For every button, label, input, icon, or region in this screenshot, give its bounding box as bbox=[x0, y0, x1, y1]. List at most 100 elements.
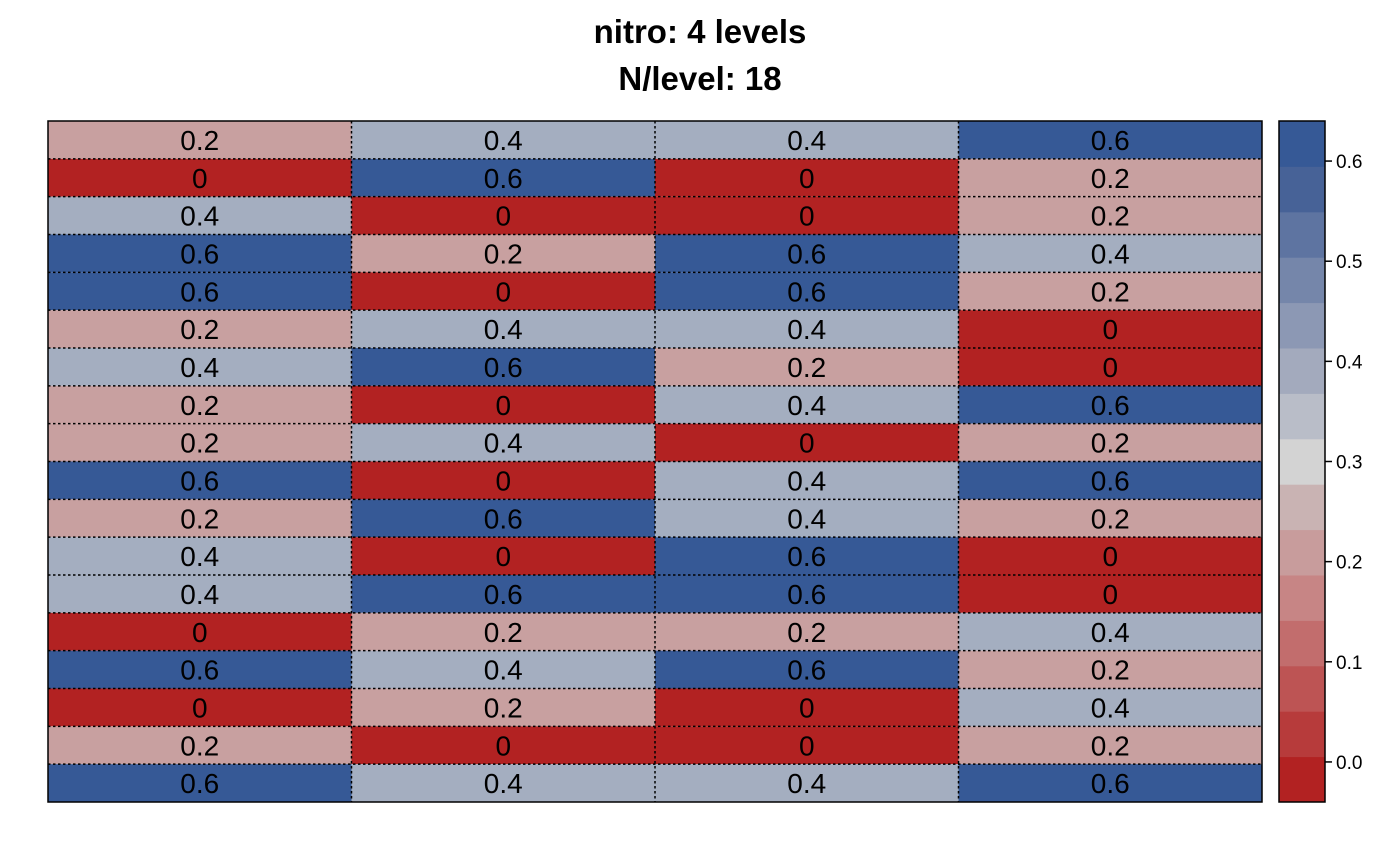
heatmap-cell bbox=[958, 726, 1262, 765]
heatmap-cell-label: 0.4 bbox=[180, 541, 219, 572]
heatmap-cell bbox=[958, 650, 1262, 689]
heatmap-cell-label: 0 bbox=[495, 201, 511, 232]
heatmap-cell bbox=[351, 612, 655, 651]
colorbar-step bbox=[1279, 620, 1325, 667]
heatmap-cell bbox=[48, 196, 352, 235]
colorbar-step bbox=[1279, 211, 1325, 258]
heatmap-cell bbox=[655, 537, 959, 575]
heatmap-cell-label: 0.4 bbox=[1091, 692, 1130, 723]
heatmap-cell-label: 0 bbox=[799, 428, 815, 459]
heatmap-cell bbox=[655, 764, 959, 802]
heatmap-cell-label: 0.6 bbox=[484, 352, 523, 383]
colorbar-tick-label: 0.1 bbox=[1336, 653, 1362, 674]
heatmap-cell-label: 0.2 bbox=[180, 730, 219, 761]
heatmap-cell bbox=[958, 158, 1262, 197]
heatmap-cell bbox=[655, 121, 959, 159]
colorbar-step bbox=[1279, 665, 1325, 712]
heatmap-cell-label: 0.6 bbox=[180, 238, 219, 269]
heatmap-cell-label: 0 bbox=[495, 276, 511, 307]
colorbar-tick-label: 0.2 bbox=[1336, 553, 1362, 574]
heatmap-cell bbox=[655, 348, 959, 386]
colorbar-step bbox=[1279, 393, 1325, 440]
heatmap-cell-label: 0.2 bbox=[180, 428, 219, 459]
colorbar-tick-label: 0.5 bbox=[1336, 252, 1362, 273]
heatmap-cell-label: 0 bbox=[1102, 579, 1118, 610]
heatmap-cell-label: 0.2 bbox=[484, 692, 523, 723]
heatmap-cell-label: 0 bbox=[495, 541, 511, 572]
heatmap-cell bbox=[655, 575, 959, 613]
heatmap-cell-label: 0.4 bbox=[180, 579, 219, 610]
heatmap-cell-label: 0.2 bbox=[787, 352, 826, 383]
heatmap-cell bbox=[351, 121, 655, 159]
heatmap-cell-label: 0.2 bbox=[484, 617, 523, 648]
heatmap-cell-label: 0 bbox=[192, 163, 208, 194]
heatmap-cell-label: 0.2 bbox=[1091, 276, 1130, 307]
heatmap-cell-label: 0.4 bbox=[787, 465, 826, 496]
heatmap-cell bbox=[655, 385, 959, 424]
heatmap-cell-label: 0.6 bbox=[787, 276, 826, 307]
heatmap-gridlines bbox=[48, 121, 1262, 802]
heatmap-cell bbox=[48, 348, 352, 386]
heatmap-cell bbox=[48, 575, 352, 613]
heatmap-cell-label: 0.4 bbox=[787, 390, 826, 421]
heatmap-cell bbox=[48, 650, 352, 689]
colorbar-tick-label: 0.4 bbox=[1336, 352, 1363, 373]
heatmap-cell bbox=[351, 688, 655, 727]
heatmap-cell bbox=[958, 348, 1262, 386]
heatmap-cell-label: 0.6 bbox=[1091, 390, 1130, 421]
colorbar-step bbox=[1279, 302, 1325, 349]
heatmap-cell bbox=[351, 196, 655, 235]
heatmap-cell bbox=[48, 423, 352, 462]
heatmap-cell-label: 0.4 bbox=[180, 201, 219, 232]
heatmap-cell bbox=[351, 726, 655, 765]
chart-subtitle: N/level: 18 bbox=[618, 60, 781, 97]
colorbar: 0.0 0.1 0.2 0.3 0.4 0.5 0.6 bbox=[1278, 120, 1363, 803]
colorbar-step bbox=[1279, 529, 1325, 576]
heatmap-cell bbox=[351, 234, 655, 273]
heatmap-cell-label: 0.2 bbox=[180, 314, 219, 345]
plot-border bbox=[47, 120, 1263, 803]
heatmap-cell bbox=[655, 423, 959, 462]
heatmap-cell bbox=[958, 196, 1262, 235]
heatmap-cell-label: 0 bbox=[1102, 352, 1118, 383]
heatmap-cell-label: 0.6 bbox=[1091, 768, 1130, 799]
heatmap-cell bbox=[958, 310, 1262, 348]
heatmap-cell-label: 0.4 bbox=[484, 768, 523, 799]
heatmap-cell-label: 0.6 bbox=[787, 238, 826, 269]
heatmap-cell bbox=[351, 423, 655, 462]
heatmap-cell bbox=[958, 499, 1262, 538]
heatmap-cell bbox=[48, 612, 352, 651]
heatmap-cell-label: 0.2 bbox=[180, 503, 219, 534]
heatmap-cell bbox=[655, 272, 959, 311]
heatmap-cell-label: 0.6 bbox=[787, 579, 826, 610]
heatmap-cell bbox=[655, 688, 959, 727]
heatmap-cell bbox=[351, 461, 655, 500]
heatmap-cell bbox=[351, 272, 655, 311]
heatmap-cell-label: 0.2 bbox=[1091, 163, 1130, 194]
heatmap-cell-label: 0.2 bbox=[1091, 201, 1130, 232]
heatmap-cell bbox=[958, 121, 1262, 159]
heatmap-cell-label: 0.4 bbox=[787, 768, 826, 799]
heatmap-cell-label: 0.2 bbox=[484, 238, 523, 269]
colorbar-step bbox=[1279, 438, 1325, 485]
chart-title: nitro: 4 levels bbox=[594, 13, 807, 50]
heatmap-cell bbox=[958, 612, 1262, 651]
heatmap-cell bbox=[655, 499, 959, 538]
heatmap-cell-label: 0 bbox=[799, 692, 815, 723]
heatmap-cell bbox=[351, 764, 655, 802]
heatmap-cell-label: 0.4 bbox=[787, 125, 826, 156]
colorbar-step bbox=[1279, 575, 1325, 621]
heatmap-cell-label: 0 bbox=[799, 201, 815, 232]
heatmap-cell-label: 0.2 bbox=[1091, 730, 1130, 761]
heatmap-cell-label: 0.6 bbox=[180, 465, 219, 496]
colorbar-step bbox=[1279, 166, 1325, 213]
heatmap-cell bbox=[958, 423, 1262, 462]
heatmap-cell-label: 0 bbox=[799, 163, 815, 194]
heatmap-cell bbox=[48, 499, 352, 538]
heatmap-cell-label: 0.6 bbox=[1091, 125, 1130, 156]
heatmap-cell-label: 0.4 bbox=[180, 352, 219, 383]
heatmap-cell bbox=[351, 348, 655, 386]
heatmap-cell-label: 0.6 bbox=[180, 655, 219, 686]
heatmap-cell bbox=[958, 537, 1262, 575]
